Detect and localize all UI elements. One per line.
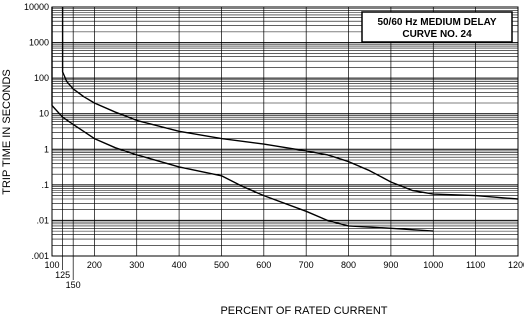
grid-lines xyxy=(51,7,519,257)
trip-curve-upper xyxy=(61,7,519,200)
legend-box-frame xyxy=(361,11,513,43)
x-tick-label: 1000 xyxy=(423,260,443,270)
y-tick-label: 1000 xyxy=(29,38,49,48)
plot-frame xyxy=(51,6,519,257)
chart-title-line-1: 50/60 Hz MEDIUM DELAY xyxy=(377,17,496,28)
x-tick-label: 150 xyxy=(66,280,81,290)
x-tick-label: 900 xyxy=(383,260,398,270)
curve-layer xyxy=(51,7,519,232)
y-axis-title: TRIP TIME IN SECONDS xyxy=(1,69,13,195)
y-tick-labels: 10000 1000 100 10 1 .1 .01 .001 xyxy=(24,2,49,261)
legend-box: 50/60 Hz MEDIUM DELAY CURVE NO. 24 xyxy=(361,11,513,43)
x-tick-label: 1100 xyxy=(466,260,485,270)
x-tick-label: 800 xyxy=(341,260,356,270)
y-tick-label: .001 xyxy=(31,251,49,261)
x-tick-label: 700 xyxy=(299,260,314,270)
x-tick-label: 300 xyxy=(129,260,144,270)
trip-curve-lower xyxy=(51,7,434,232)
chart-title-line-2: CURVE NO. 24 xyxy=(402,29,472,40)
x-tick-label: 500 xyxy=(214,260,229,270)
y-tick-label: .01 xyxy=(36,215,49,225)
x-axis-title: PERCENT OF RATED CURRENT xyxy=(220,305,387,317)
x-tick-label: 100 xyxy=(44,260,59,270)
y-tick-label: 1 xyxy=(44,144,49,154)
y-tick-label: 10000 xyxy=(24,2,49,12)
x-tick-label: 1200 xyxy=(508,260,524,270)
x-tick-label: 125 xyxy=(55,270,70,280)
x-tick-label: 400 xyxy=(172,260,187,270)
y-tick-label: .1 xyxy=(41,180,49,190)
y-tick-label: 10 xyxy=(39,109,49,119)
x-tick-label: 200 xyxy=(87,260,102,270)
x-tick-label: 600 xyxy=(256,260,271,270)
y-tick-label: 100 xyxy=(34,73,49,83)
